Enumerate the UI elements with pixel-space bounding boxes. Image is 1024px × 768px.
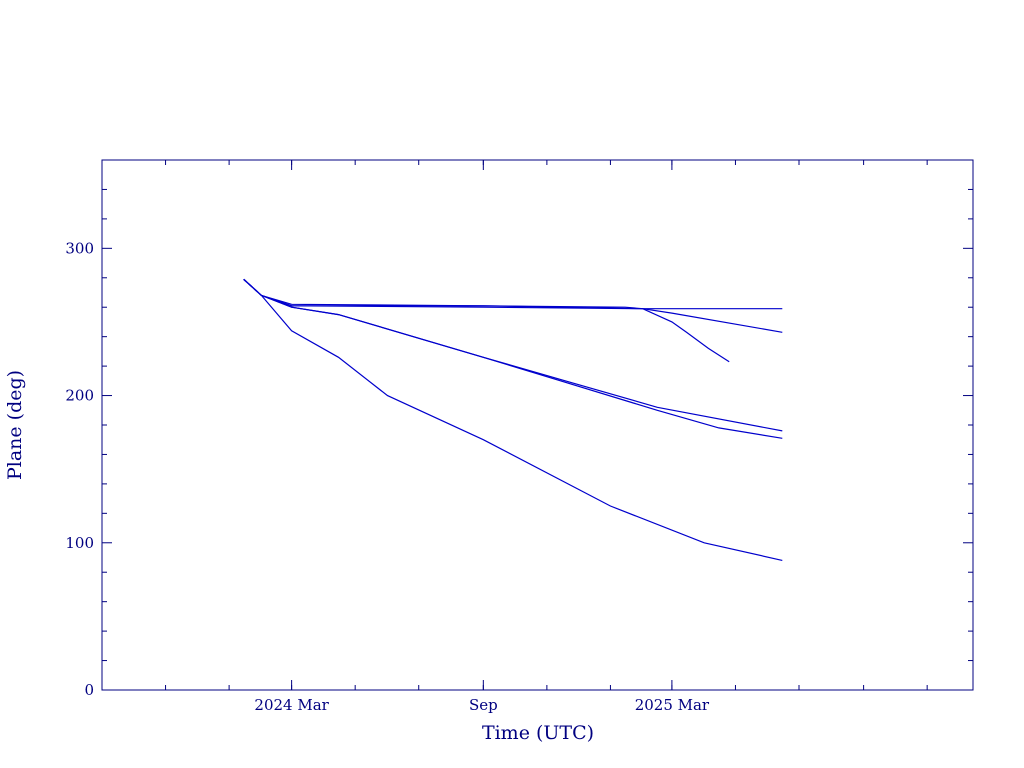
y-axis-ticks: 0 100 200 300 bbox=[65, 239, 973, 699]
series-line-2 bbox=[243, 278, 730, 363]
x-axis-label: Time (UTC) bbox=[482, 722, 594, 744]
series-lines bbox=[243, 278, 783, 561]
y-axis-label: Plane (deg) bbox=[4, 370, 26, 480]
x-tick-label: 2024 Mar bbox=[254, 696, 329, 714]
y-tick-label: 200 bbox=[65, 387, 94, 405]
x-axis-ticks: 2024 Mar Sep 2025 Mar bbox=[254, 160, 710, 714]
y-tick-label: 300 bbox=[65, 239, 94, 257]
series-line-6 bbox=[243, 278, 783, 561]
series-line-4 bbox=[243, 278, 783, 432]
x-tick-label: Sep bbox=[469, 696, 498, 714]
y-tick-label: 100 bbox=[65, 534, 94, 552]
minor-ticks bbox=[102, 160, 973, 690]
series-line-5 bbox=[243, 278, 783, 439]
plot-frame bbox=[101, 159, 974, 691]
x-tick-label: 2025 Mar bbox=[635, 696, 710, 714]
y-tick-label: 0 bbox=[84, 681, 94, 699]
